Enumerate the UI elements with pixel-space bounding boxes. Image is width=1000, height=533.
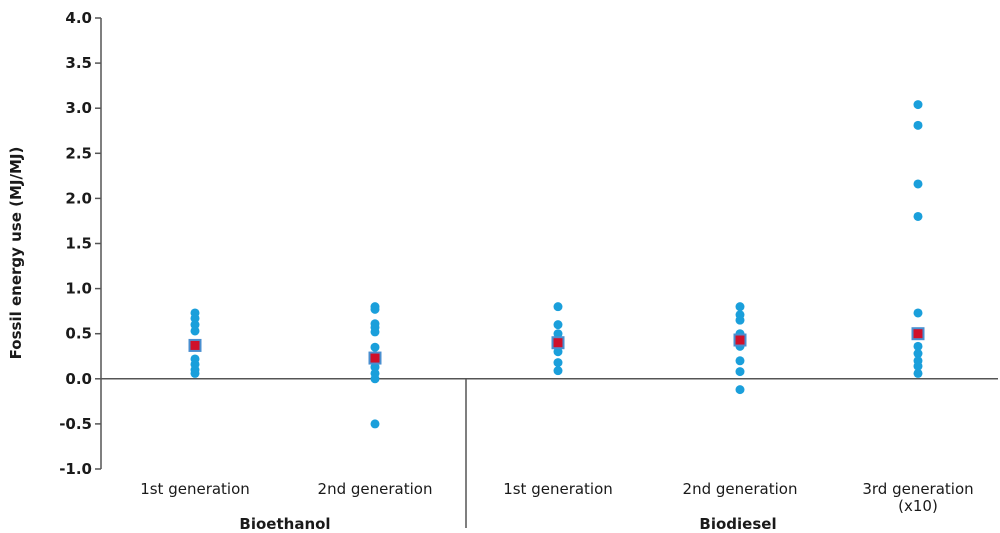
data-point (913, 120, 923, 130)
y-tick-label: -0.5 (59, 415, 92, 433)
data-point (190, 326, 200, 336)
category-label: 1st generation (503, 480, 613, 498)
data-point (370, 327, 380, 337)
data-point (735, 367, 745, 377)
y-tick-label: 2.0 (65, 189, 92, 207)
mean-marker (911, 327, 925, 341)
group-labels: Bioethanol Biodiesel (239, 515, 776, 533)
data-point (913, 308, 923, 318)
y-tick-label: 0.0 (65, 370, 92, 388)
data-point (553, 358, 563, 368)
data-point (913, 179, 923, 189)
data-point (370, 374, 380, 384)
data-point (190, 320, 200, 330)
data-point (553, 347, 563, 357)
mean-marker (188, 338, 202, 352)
data-point (370, 362, 380, 372)
y-tick-label: 0.5 (65, 325, 92, 343)
category-label: 2nd generation (683, 480, 798, 498)
y-tick-label: -1.0 (59, 460, 92, 478)
y-tick-label: 1.5 (65, 235, 92, 253)
data-point (370, 342, 380, 352)
data-point (553, 329, 563, 339)
y-tick-labels: 4.0 3.5 3.0 2.5 2.0 1.5 1.0 0.5 0.0 -0.5 -1.0 (59, 9, 101, 478)
data-point (553, 302, 563, 312)
category-label: 3rd generation (x10) (862, 480, 973, 515)
data-points (190, 100, 923, 429)
group-label: Biodiesel (699, 515, 776, 533)
y-tick-label: 3.5 (65, 54, 92, 72)
data-point (735, 315, 745, 325)
y-tick-label: 4.0 (65, 9, 92, 27)
category-label: 1st generation (140, 480, 250, 498)
data-point (913, 349, 923, 359)
data-point (913, 341, 923, 351)
mean-markers (188, 327, 925, 365)
data-point (553, 366, 563, 376)
data-point (913, 211, 923, 221)
y-tick-label: 3.0 (65, 99, 92, 117)
axes (100, 18, 998, 528)
data-point (913, 361, 923, 371)
mean-marker (733, 333, 747, 347)
data-point (913, 368, 923, 378)
data-point (913, 100, 923, 110)
y-tick-label: 2.5 (65, 144, 92, 162)
mean-marker (551, 336, 565, 350)
category-label: 2nd generation (318, 480, 433, 498)
y-axis-title: Fossil energy use (MJ/MJ) (7, 147, 25, 360)
data-point (370, 304, 380, 314)
category-labels: 1st generation 2nd generation 1st generati… (140, 480, 973, 515)
data-point (553, 320, 563, 330)
y-tick-label: 1.0 (65, 280, 92, 298)
data-point (735, 356, 745, 366)
data-point (190, 313, 200, 323)
data-point (735, 385, 745, 395)
group-label: Bioethanol (239, 515, 330, 533)
data-point (370, 419, 380, 429)
data-point (735, 302, 745, 312)
mean-marker (368, 351, 382, 365)
data-point (190, 368, 200, 378)
